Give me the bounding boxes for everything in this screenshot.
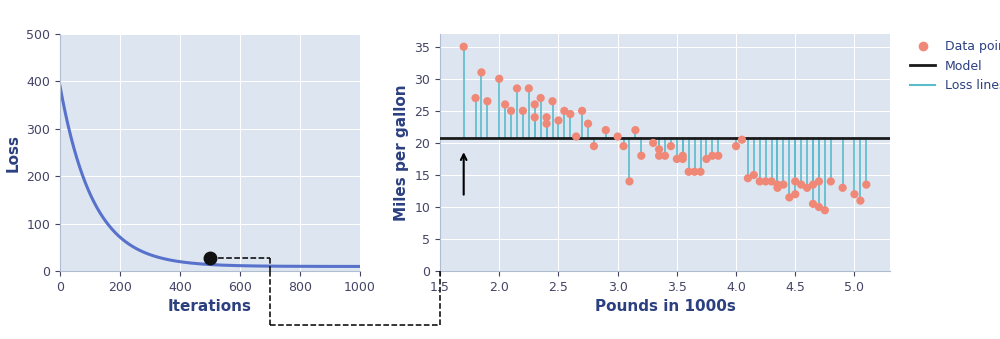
Point <box>598 127 614 133</box>
Point <box>515 108 531 114</box>
Y-axis label: Miles per gallon: Miles per gallon <box>394 84 409 221</box>
Point <box>775 182 791 187</box>
Point <box>651 153 667 158</box>
Point <box>769 185 785 191</box>
Point <box>693 169 709 175</box>
Point <box>704 153 720 158</box>
Point <box>687 169 703 175</box>
Point <box>663 143 679 149</box>
Point <box>769 182 785 187</box>
Point <box>468 95 484 101</box>
Point <box>793 182 809 187</box>
Point <box>574 108 590 114</box>
Point <box>527 102 543 107</box>
Point <box>675 153 691 158</box>
Point <box>675 156 691 162</box>
Point <box>645 140 661 146</box>
Point <box>740 176 756 181</box>
Point <box>473 70 489 75</box>
Point <box>651 147 667 152</box>
Point <box>858 182 874 187</box>
Point <box>835 185 851 191</box>
Point <box>805 182 821 187</box>
Point <box>669 156 685 162</box>
Point <box>799 185 815 191</box>
Point <box>817 207 833 213</box>
Point <box>734 137 750 142</box>
Point <box>562 111 578 117</box>
Point <box>539 121 555 126</box>
Point <box>586 143 602 149</box>
Point <box>479 99 495 104</box>
Point <box>852 198 868 203</box>
Point <box>657 153 673 158</box>
Point <box>752 179 768 184</box>
Point <box>787 179 803 184</box>
Point <box>805 201 821 206</box>
Point <box>710 153 726 158</box>
Point <box>698 156 714 162</box>
Point <box>728 143 744 149</box>
Point <box>811 179 827 184</box>
Point <box>627 127 643 133</box>
Point <box>503 108 519 114</box>
Point <box>539 115 555 120</box>
Point <box>491 76 507 81</box>
Point <box>527 115 543 120</box>
Point <box>787 192 803 197</box>
Point <box>456 44 472 49</box>
Point <box>811 204 827 210</box>
Legend: Data points, Model, Loss lines: Data points, Model, Loss lines <box>905 35 1000 97</box>
Point <box>533 95 549 101</box>
Point <box>621 179 637 184</box>
Point <box>616 143 632 149</box>
Y-axis label: Loss: Loss <box>6 134 21 172</box>
Point <box>521 86 537 91</box>
Point <box>544 99 560 104</box>
X-axis label: Iterations: Iterations <box>168 299 252 315</box>
Point <box>746 172 762 178</box>
X-axis label: Pounds in 1000s: Pounds in 1000s <box>595 299 735 315</box>
Point <box>681 169 697 175</box>
Point <box>509 86 525 91</box>
Point <box>556 108 572 114</box>
Point <box>568 134 584 139</box>
Point <box>846 192 862 197</box>
Point <box>497 102 513 107</box>
Point <box>781 195 797 200</box>
Point <box>633 153 649 158</box>
Point <box>764 179 780 184</box>
Point <box>823 179 839 184</box>
Point <box>550 118 566 123</box>
Point <box>758 179 774 184</box>
Point <box>610 134 626 139</box>
Point <box>580 121 596 126</box>
